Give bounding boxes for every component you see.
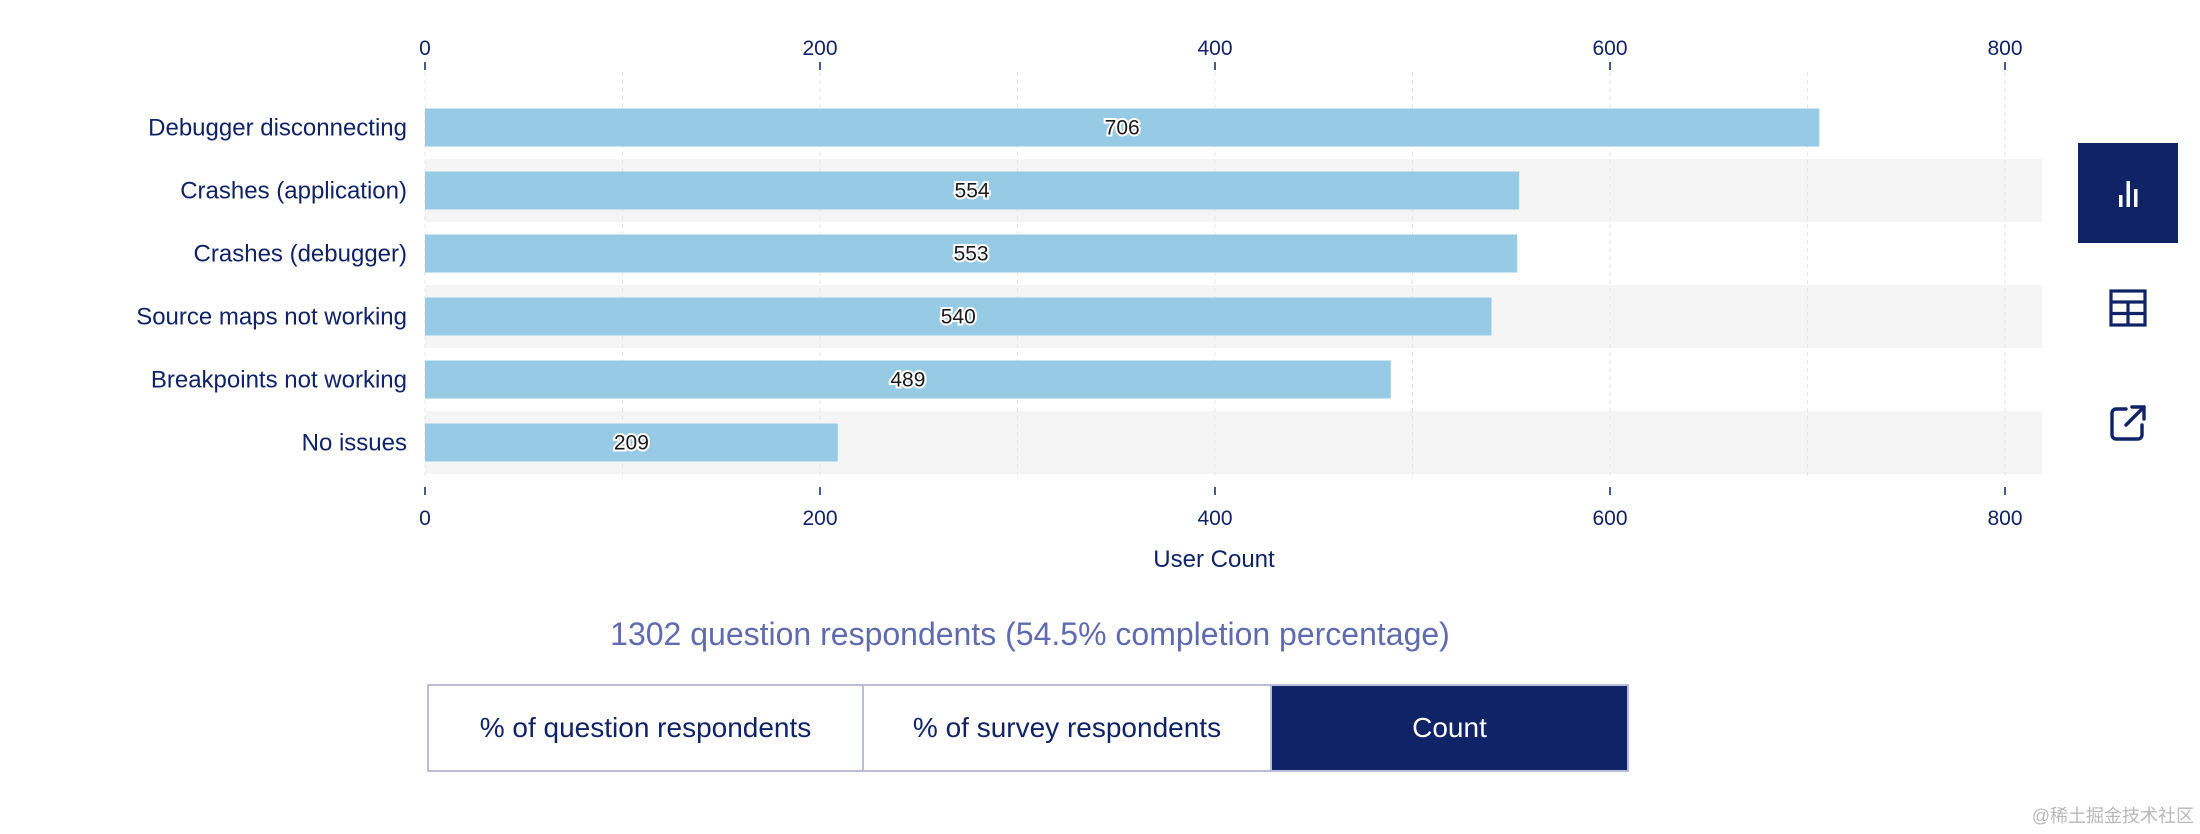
bars: [425, 108, 1820, 462]
external-link-button[interactable]: [2078, 373, 2178, 473]
x-axis-top: 0 200 400 600 800: [419, 37, 2023, 70]
table-view-button[interactable]: [2078, 258, 2178, 358]
tick-label-bottom: 200: [802, 507, 837, 530]
bar: [425, 171, 1520, 210]
data-label: 553: [954, 243, 989, 266]
tick-label-bottom: 800: [1987, 507, 2022, 530]
category-label: Crashes (application): [180, 178, 407, 205]
category-label: No issues: [302, 430, 407, 457]
table-icon: [2109, 289, 2147, 327]
category-label: Crashes (debugger): [194, 241, 407, 268]
category-label: Source maps not working: [136, 304, 407, 331]
tick-label-bottom: 400: [1197, 507, 1232, 530]
tick-label-top: 600: [1592, 37, 1627, 60]
tick-label-top: 400: [1197, 37, 1232, 60]
bar: [425, 423, 838, 462]
tick-label-bottom: 600: [1592, 507, 1627, 530]
tick-label-top: 0: [419, 37, 431, 60]
respondents-summary: 1302 question respondents (54.5% complet…: [610, 616, 1450, 652]
bar-chart: 0 200 400 600 800 0 200 400 600 800 Debugger dis…: [136, 37, 2023, 573]
category-labels: Debugger disconnecting Crashes (applicati…: [136, 115, 407, 457]
data-label: 554: [955, 180, 990, 203]
data-label: 540: [941, 306, 976, 329]
percent-survey-respondents-option[interactable]: % of survey respondents: [862, 686, 1270, 770]
data-label: 706: [1105, 117, 1140, 140]
percent-question-respondents-option[interactable]: % of question respondents: [429, 686, 862, 770]
category-label: Breakpoints not working: [151, 367, 407, 394]
chart-view-button[interactable]: [2078, 143, 2178, 243]
x-axis-bottom: 0 200 400 600 800: [419, 487, 2023, 530]
data-label: 489: [890, 369, 925, 392]
tick-label-top: 200: [802, 37, 837, 60]
bar: [425, 108, 1820, 147]
x-axis-title: User Count: [1153, 546, 1275, 573]
watermark: @稀土掘金技术社区: [2031, 806, 2194, 826]
bar-chart-icon: [2119, 181, 2138, 207]
bar: [425, 234, 1518, 273]
units-toggle: % of question respondents % of survey re…: [427, 684, 1629, 772]
count-option[interactable]: Count: [1270, 686, 1627, 770]
data-labels: 706 554 553 540 489 209: [612, 115, 1142, 457]
external-link-icon: [2110, 405, 2146, 441]
category-label: Debugger disconnecting: [148, 115, 407, 142]
tick-label-bottom: 0: [419, 507, 431, 530]
tick-label-top: 800: [1987, 37, 2022, 60]
data-label: 209: [614, 432, 649, 455]
bar: [425, 360, 1391, 399]
bar: [425, 297, 1492, 336]
